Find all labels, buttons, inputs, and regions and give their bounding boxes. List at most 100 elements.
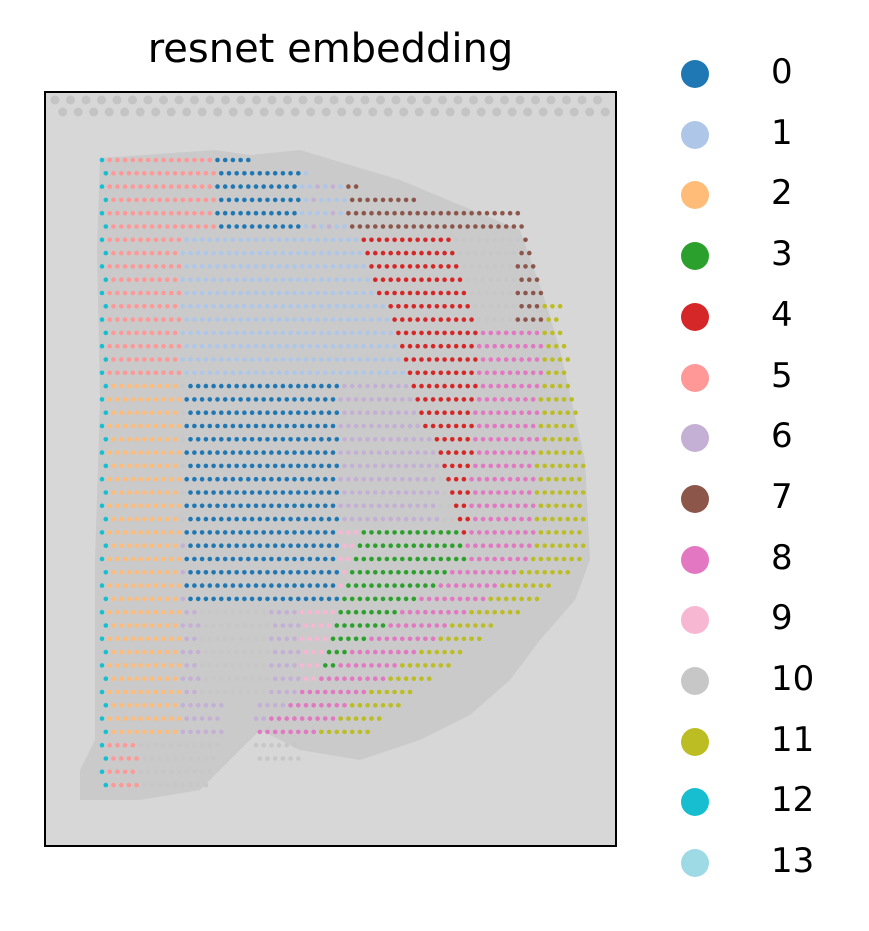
spot-cluster-4 xyxy=(434,410,440,416)
spot-cluster-0 xyxy=(276,583,282,588)
spot-cluster-2 xyxy=(169,530,174,535)
spot-cluster-3 xyxy=(361,556,367,562)
spot-cluster-0 xyxy=(238,450,243,455)
spot-cluster-1 xyxy=(373,330,378,336)
background-spot xyxy=(290,107,300,117)
spot-cluster-11 xyxy=(573,490,578,495)
spot-cluster-0 xyxy=(246,503,251,509)
spot-cluster-2 xyxy=(111,543,116,548)
spot-cluster-11 xyxy=(407,689,413,695)
spot-cluster-6 xyxy=(349,410,355,416)
spot-cluster-1 xyxy=(342,357,347,362)
spot-cluster-1 xyxy=(284,290,290,296)
spot-cluster-1 xyxy=(253,237,259,243)
spot-cluster-1 xyxy=(222,370,228,376)
spot-cluster-0 xyxy=(188,410,193,416)
spot-cluster-2 xyxy=(176,397,182,402)
spot-cluster-11 xyxy=(554,530,559,535)
spot-cluster-1 xyxy=(392,343,397,349)
spot-cluster-11 xyxy=(577,450,582,455)
spot-cluster-8 xyxy=(507,397,513,402)
spot-cluster-5 xyxy=(115,370,120,376)
spot-cluster-3 xyxy=(384,609,390,615)
spot-cluster-8 xyxy=(527,410,532,416)
spot-cluster-2 xyxy=(149,570,155,575)
spot-cluster-4 xyxy=(442,437,447,442)
spot-cluster-10 xyxy=(276,742,282,748)
spot-cluster-10 xyxy=(292,742,297,748)
spot-cluster-1 xyxy=(380,304,386,309)
spot-cluster-0 xyxy=(326,383,332,389)
spot-cluster-10 xyxy=(211,623,216,628)
spot-cluster-0 xyxy=(192,476,197,482)
spot-cluster-11 xyxy=(554,450,559,455)
spot-cluster-8 xyxy=(530,530,536,535)
spot-cluster-2 xyxy=(161,663,166,668)
spot-cluster-10 xyxy=(199,689,205,695)
spot-cluster-0 xyxy=(330,530,336,535)
spot-cluster-3 xyxy=(384,530,390,535)
spot-cluster-2 xyxy=(138,530,143,535)
spot-cluster-1 xyxy=(195,304,201,309)
spot-cluster-4 xyxy=(446,343,451,349)
spot-cluster-1 xyxy=(207,290,213,296)
spot-cluster-1 xyxy=(184,370,189,376)
spot-cluster-4 xyxy=(415,317,421,322)
spot-cluster-1 xyxy=(296,250,301,256)
spot-cluster-1 xyxy=(311,277,317,283)
spot-cluster-1 xyxy=(192,237,197,243)
spot-cluster-10 xyxy=(253,663,259,668)
spot-cluster-2 xyxy=(149,410,155,416)
spot-cluster-3 xyxy=(442,543,447,548)
spot-cluster-11 xyxy=(527,596,532,602)
spot-cluster-8 xyxy=(534,383,540,389)
spot-cluster-11 xyxy=(373,703,378,708)
spot-cluster-0 xyxy=(215,210,220,216)
spot-cluster-11 xyxy=(419,649,424,655)
spot-cluster-8 xyxy=(519,330,524,336)
spot-cluster-0 xyxy=(215,530,220,535)
spot-cluster-5 xyxy=(126,782,132,788)
spot-cluster-2 xyxy=(161,476,166,482)
spot-cluster-6 xyxy=(426,463,432,469)
spot-cluster-8 xyxy=(419,623,424,628)
spot-cluster-6 xyxy=(403,410,409,416)
spot-cluster-8 xyxy=(488,357,494,362)
spot-cluster-1 xyxy=(188,304,193,309)
spot-cluster-10 xyxy=(246,609,251,615)
spot-cluster-10 xyxy=(507,264,513,269)
spot-cluster-3 xyxy=(346,583,351,588)
spot-cluster-0 xyxy=(207,583,213,588)
spot-cluster-8 xyxy=(453,583,459,588)
spot-cluster-4 xyxy=(423,423,428,429)
spot-cluster-6 xyxy=(434,516,440,522)
spot-cluster-0 xyxy=(334,596,340,602)
spot-cluster-12 xyxy=(99,237,105,243)
spot-cluster-3 xyxy=(392,609,397,615)
spot-cluster-6 xyxy=(392,476,397,482)
spot-cluster-4 xyxy=(450,463,455,469)
spot-cluster-0 xyxy=(257,171,263,176)
spot-cluster-5 xyxy=(180,171,186,176)
spot-cluster-1 xyxy=(369,290,374,296)
spot-cluster-4 xyxy=(430,343,436,349)
spot-cluster-6 xyxy=(411,410,417,416)
spot-cluster-3 xyxy=(388,543,394,548)
legend-label: 12 xyxy=(771,780,815,821)
spot-cluster-0 xyxy=(315,503,320,509)
spot-cluster-4 xyxy=(465,437,471,442)
spot-cluster-8 xyxy=(349,649,355,655)
spot-cluster-8 xyxy=(500,476,505,482)
spot-cluster-1 xyxy=(211,330,216,336)
spot-cluster-7 xyxy=(353,184,359,189)
spot-cluster-0 xyxy=(326,463,332,469)
spot-cluster-3 xyxy=(330,663,336,668)
spot-cluster-1 xyxy=(307,317,313,322)
spot-cluster-4 xyxy=(380,250,386,256)
spot-cluster-5 xyxy=(130,742,136,748)
spot-cluster-8 xyxy=(403,623,409,628)
spot-cluster-0 xyxy=(246,583,251,588)
spot-cluster-11 xyxy=(500,583,505,588)
spot-cluster-10 xyxy=(169,769,174,775)
legend-label: 7 xyxy=(771,476,793,517)
